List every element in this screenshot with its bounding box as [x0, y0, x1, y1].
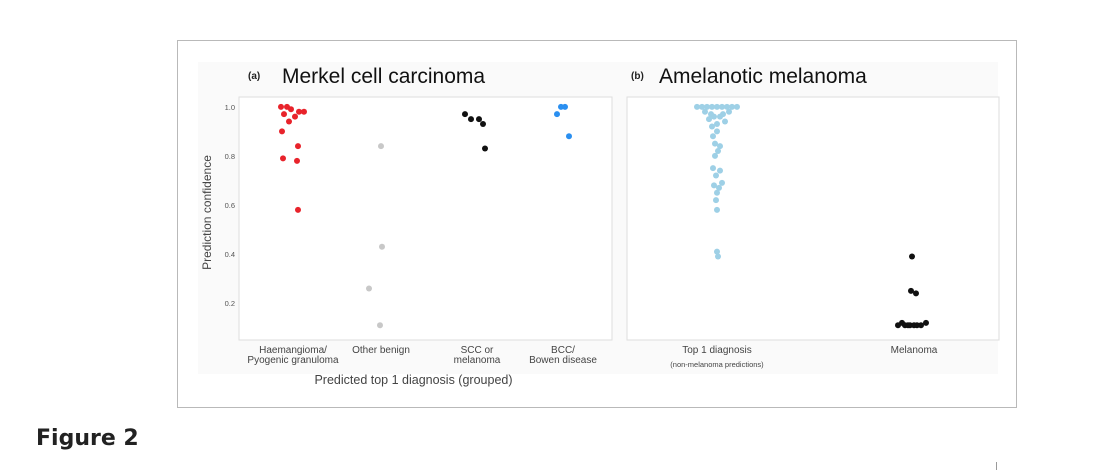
y-axis-label: Prediction confidence: [200, 155, 214, 270]
data-point: [279, 128, 285, 135]
data-point: [706, 116, 712, 123]
data-point: [704, 103, 710, 110]
data-point: [480, 121, 486, 127]
data-point: [717, 143, 723, 150]
data-point: [709, 103, 715, 110]
data-point: [734, 103, 740, 110]
page-edge-tick: [996, 462, 997, 470]
figure-caption-label: Figure 2: [36, 426, 139, 451]
data-point: [378, 143, 384, 150]
data-point: [719, 103, 725, 110]
data-point: [712, 140, 718, 147]
data-point: [702, 108, 708, 115]
y-tick-label: 1.0: [225, 103, 235, 112]
data-point: [715, 253, 721, 260]
data-point: [562, 103, 568, 110]
y-tick-label: 0.2: [225, 299, 235, 308]
data-point: [292, 113, 298, 120]
panel-title-0: Merkel cell carcinoma: [282, 65, 485, 88]
data-point: [717, 113, 723, 120]
panel-tag-1: (b): [631, 71, 644, 82]
data-point: [895, 322, 901, 329]
data-point: [714, 248, 720, 255]
data-point: [726, 108, 732, 115]
x-tick-label: Other benign: [352, 345, 410, 356]
data-point: [918, 322, 924, 329]
data-point: [554, 111, 560, 118]
data-point: [908, 287, 914, 294]
data-point: [295, 143, 301, 150]
data-point: [296, 108, 302, 115]
data-point: [712, 152, 718, 159]
x-tick-label: Haemangioma/: [259, 345, 327, 356]
x-tick-label: Pyogenic granuloma: [247, 355, 339, 366]
panel-title-1: Amelanotic melanoma: [659, 65, 867, 88]
figure-charts: (a) Merkel cell carcinoma 0.2 0.4 0.6 0.8 1.0 P…: [198, 62, 1000, 387]
data-point: [288, 106, 294, 113]
data-point: [729, 103, 735, 110]
data-point: [713, 172, 719, 179]
data-point: [909, 253, 915, 260]
data-point: [714, 128, 720, 135]
data-point: [709, 123, 715, 130]
data-point: [377, 322, 383, 329]
data-point: [719, 179, 725, 186]
data-point: [714, 206, 720, 213]
data-point: [468, 116, 474, 123]
x-tick-label: SCC or: [461, 345, 494, 356]
data-point: [462, 111, 468, 118]
data-point: [366, 285, 372, 292]
data-point: [476, 116, 482, 123]
data-point: [714, 121, 720, 127]
x-tick-label: BCC/: [551, 345, 575, 356]
data-point: [724, 103, 730, 110]
data-point: [710, 133, 716, 140]
data-point: [905, 322, 911, 329]
x-tick-label: (non-melanoma predictions): [670, 360, 764, 369]
panel-tag-0: (a): [248, 71, 260, 82]
data-point: [286, 118, 292, 125]
figure-frame: (a) Merkel cell carcinoma 0.2 0.4 0.6 0.8 1.0 P…: [177, 40, 1017, 408]
data-point: [278, 103, 284, 110]
data-point: [717, 167, 723, 174]
data-point: [722, 118, 728, 125]
x-tick-label: Melanoma: [891, 345, 938, 356]
x-tick-label: melanoma: [454, 355, 501, 366]
data-point: [699, 103, 705, 110]
y-tick-label: 0.8: [225, 152, 235, 161]
data-point: [714, 103, 720, 110]
axes-box-1: [626, 96, 1000, 341]
data-point: [694, 103, 700, 110]
data-point: [295, 206, 301, 213]
data-point: [301, 108, 307, 115]
data-point: [711, 182, 717, 189]
data-point: [711, 113, 717, 120]
data-point: [566, 133, 572, 140]
data-point: [710, 165, 716, 172]
data-point: [715, 148, 721, 154]
x-tick-label: Bowen disease: [529, 355, 597, 366]
data-point: [713, 197, 719, 204]
data-point: [716, 184, 722, 191]
y-tick-label: 0.4: [225, 250, 235, 259]
x-tick-label: Top 1 diagnosis: [682, 345, 752, 356]
data-point: [280, 155, 286, 162]
data-point: [482, 145, 488, 152]
data-point: [923, 319, 929, 326]
y-tick-label: 0.6: [225, 201, 235, 210]
data-point: [379, 243, 385, 250]
data-point: [294, 157, 300, 164]
x-axis-label: Predicted top 1 diagnosis (grouped): [314, 373, 512, 387]
data-point: [714, 189, 720, 196]
data-point: [281, 111, 287, 118]
axes-box-0: [238, 96, 613, 341]
data-point: [913, 290, 919, 297]
